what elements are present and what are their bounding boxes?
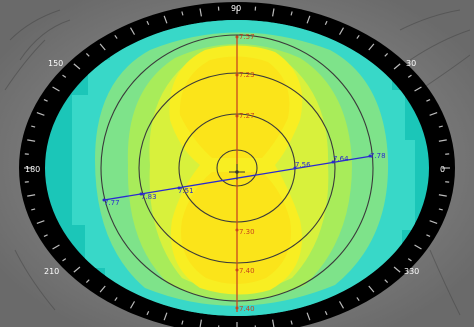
ring-tick (306, 312, 311, 321)
degree-label-330: 330 (404, 267, 419, 276)
horizontal-value-6: 7.78 (370, 152, 386, 160)
ring-tick (338, 301, 345, 309)
horizontal-value-4: 7.56 (295, 161, 311, 169)
eyelash-texture (4, 9, 471, 316)
ring-tick (85, 53, 90, 57)
ring-tick (407, 258, 412, 262)
ring-tick (73, 266, 81, 273)
ring-tick (99, 43, 106, 51)
degree-label-90: 90 (231, 4, 241, 13)
degree-label-150: 150 (48, 59, 63, 68)
ring-tick (393, 63, 401, 70)
ring-tick (429, 220, 438, 224)
horizontal-value-3: 7.51 (178, 187, 194, 195)
ring-tick (393, 266, 401, 273)
ring-tick (324, 310, 328, 316)
degree-label-30: 30 (406, 59, 416, 68)
vertical-value-5: 7.40 (239, 267, 255, 275)
ring-tick (114, 34, 118, 39)
degree-label-180: 180 (25, 165, 40, 174)
ring-tick (384, 279, 389, 283)
ring-tick (85, 279, 90, 283)
ring-tick (414, 244, 422, 250)
horizontal-meridian-values: 7.77 7.83 7.51 7.56 7.64 7.78 (102, 152, 386, 207)
ring-tick (438, 139, 447, 142)
ring-tick (36, 220, 45, 224)
ring-tick (438, 208, 443, 211)
vertical-value-3: 7.27 (239, 112, 255, 120)
ring-tick (368, 285, 375, 293)
ring-tick (62, 74, 67, 78)
ring-tick (43, 98, 48, 102)
ring-tick (27, 194, 36, 197)
ring-tick (407, 74, 412, 78)
ring-tick (43, 234, 48, 238)
ring-tick (356, 34, 360, 39)
ring-tick (163, 15, 168, 24)
horizontal-value-5: 7.64 (333, 155, 349, 163)
vertical-meridian-values: 7.57 7.23 7.27 7.30 7.40 7.40 (235, 33, 255, 313)
ring-tick (426, 234, 431, 238)
ring-tick (272, 319, 275, 327)
ring-tick (356, 297, 360, 302)
vertical-value-6: 7.40 (239, 305, 255, 313)
ring-tick (290, 320, 293, 325)
horizontal-meridian-line (103, 155, 373, 201)
ring-tick (31, 125, 36, 128)
ring-tick (272, 8, 275, 17)
ring-tick (73, 63, 81, 70)
ring-tick (36, 112, 45, 116)
degree-label-210: 210 (44, 267, 59, 276)
ring-tick (368, 43, 375, 51)
ring-tick-marks (24, 6, 450, 327)
ring-tick (146, 20, 150, 26)
ring-tick (199, 8, 202, 17)
degree-label-0: 0 (440, 165, 445, 174)
ring-tick (181, 11, 184, 16)
horizontal-value-1: 7.77 (104, 199, 120, 207)
ring-tick (52, 86, 60, 92)
ring-tick (27, 139, 36, 142)
vertical-value-1: 7.57 (239, 33, 255, 41)
ring-tick (114, 297, 118, 302)
ring-tick (31, 208, 36, 211)
ring-tick (62, 258, 67, 262)
ring-tick (426, 98, 431, 102)
ring-tick (384, 53, 389, 57)
ring-tick (438, 194, 447, 197)
ring-tick (199, 319, 202, 327)
ring-tick (324, 20, 328, 26)
ring-tick (99, 285, 106, 293)
vertical-value-2: 7.23 (239, 71, 255, 79)
ring-tick (163, 312, 168, 321)
ring-tick (181, 320, 184, 325)
ring-tick (290, 11, 293, 16)
ring-tick (52, 244, 60, 250)
ring-tick (146, 310, 150, 316)
ring-tick (414, 86, 422, 92)
ring-tick (129, 27, 136, 35)
ring-tick (129, 301, 136, 309)
ring-tick (438, 125, 443, 128)
ring-tick (306, 15, 311, 24)
ring-tick (429, 112, 438, 116)
ring-tick (338, 27, 345, 35)
vertical-value-4: 7.30 (239, 228, 255, 236)
crosshair-icon (229, 164, 245, 180)
horizontal-value-2: 7.83 (141, 193, 157, 201)
